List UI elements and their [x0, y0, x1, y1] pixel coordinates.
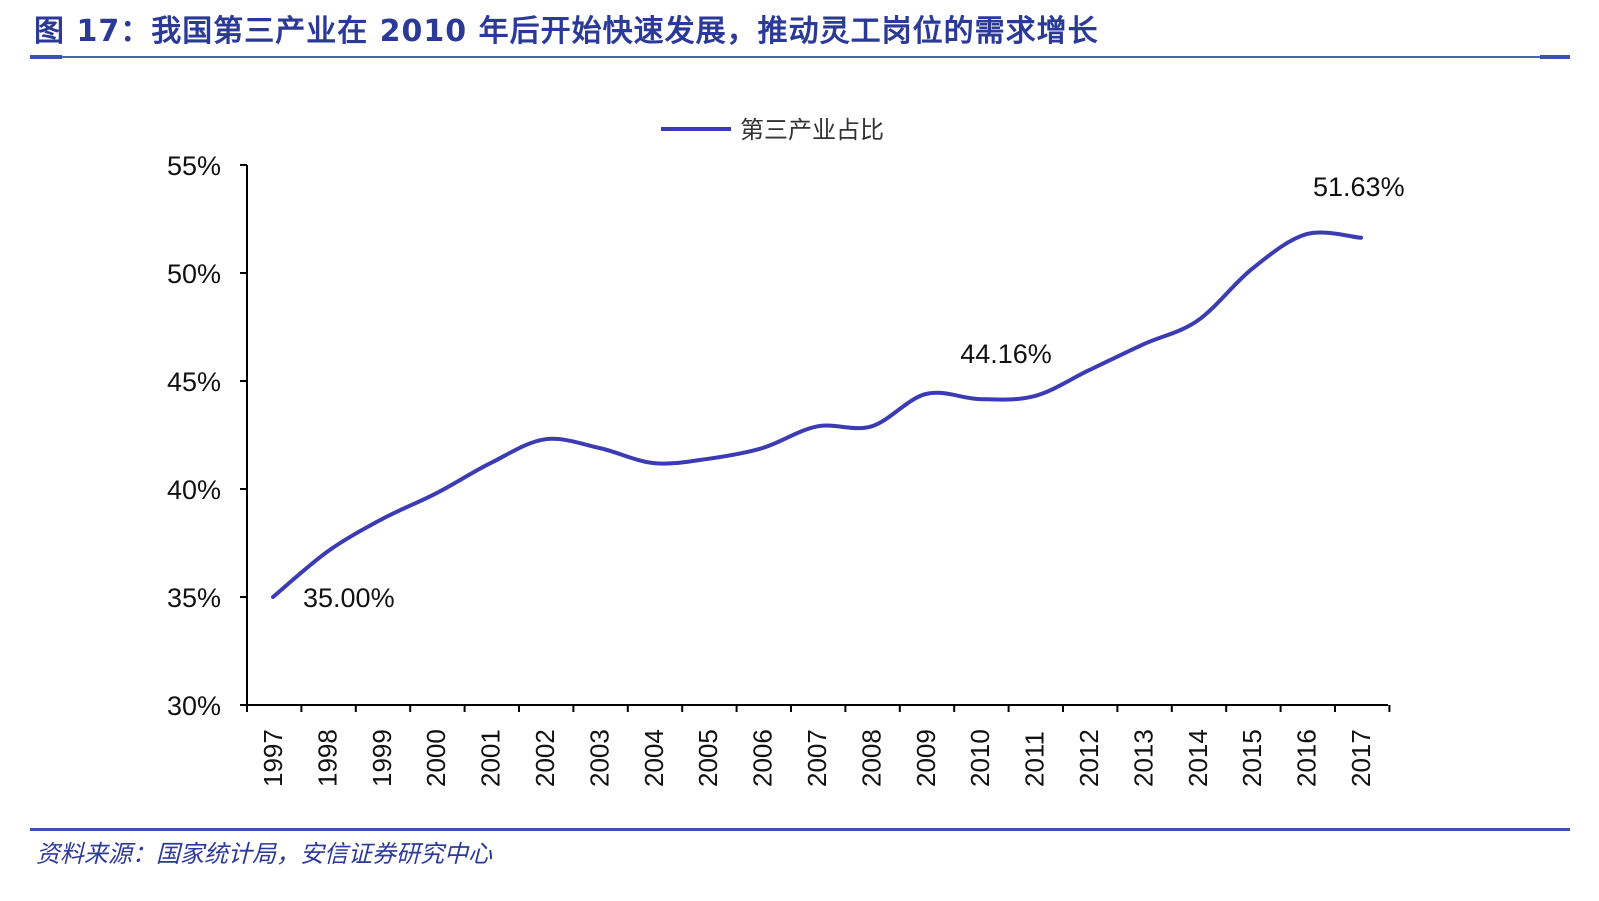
- x-tick-label: 2003: [584, 729, 614, 787]
- source-note: 资料来源：国家统计局，安信证券研究中心: [36, 840, 492, 868]
- data-label: 44.16%: [960, 339, 1052, 369]
- data-label: 51.63%: [1313, 172, 1405, 202]
- y-tick-label: 30%: [167, 691, 221, 721]
- top-divider-cap-left: [30, 55, 62, 59]
- x-tick-label: 2004: [639, 729, 669, 787]
- x-tick-label: 2017: [1346, 729, 1376, 787]
- legend: 第三产业占比: [661, 116, 884, 144]
- x-tick-label: 2016: [1292, 729, 1322, 787]
- x-tick-label: 2006: [748, 729, 778, 787]
- y-tick-label: 45%: [167, 367, 221, 397]
- x-tick-label: 2007: [802, 729, 832, 787]
- x-tick-label: 2002: [530, 729, 560, 787]
- y-tick-label: 35%: [167, 583, 221, 613]
- x-tick-label: 1999: [367, 729, 397, 787]
- x-tick-label: 2000: [421, 729, 451, 787]
- x-tick-label: 2013: [1128, 729, 1158, 787]
- top-divider: [30, 56, 1570, 58]
- x-tick-label: 2009: [911, 729, 941, 787]
- legend-label: 第三产业占比: [740, 116, 884, 144]
- y-tick-label: 50%: [167, 259, 221, 289]
- data-labels: 35.00% 44.16% 51.63%: [303, 172, 1405, 613]
- x-tick-label: 2005: [693, 729, 723, 787]
- y-tick-label: 40%: [167, 475, 221, 505]
- x-tick-label: 1998: [312, 729, 342, 787]
- x-tick-label: 2010: [965, 729, 995, 787]
- data-label: 35.00%: [303, 583, 395, 613]
- figure-title: 图 17：我国第三产业在 2010 年后开始快速发展，推动灵工岗位的需求增长: [34, 14, 1099, 49]
- x-tick-label: 2015: [1237, 729, 1267, 787]
- x-tick-label: 2011: [1020, 731, 1050, 787]
- bottom-divider: [30, 828, 1570, 831]
- top-divider-cap-right: [1540, 55, 1570, 59]
- y-tick-label: 55%: [167, 151, 221, 181]
- x-tick-label: 2001: [476, 729, 506, 787]
- y-axis-ticks: 30% 35% 40% 45% 50% 55%: [167, 151, 247, 721]
- axes: [246, 165, 1388, 706]
- x-tick-label: 2014: [1183, 729, 1213, 787]
- x-tick-label: 1997: [258, 729, 288, 787]
- x-tick-label: 2008: [856, 729, 886, 787]
- x-axis-ticks: 1997 1998 1999 2000 2001 2002 2003 2004 2005 2006…: [246, 705, 1391, 787]
- series-line: [271, 230, 1363, 599]
- x-tick-label: 2012: [1074, 729, 1104, 787]
